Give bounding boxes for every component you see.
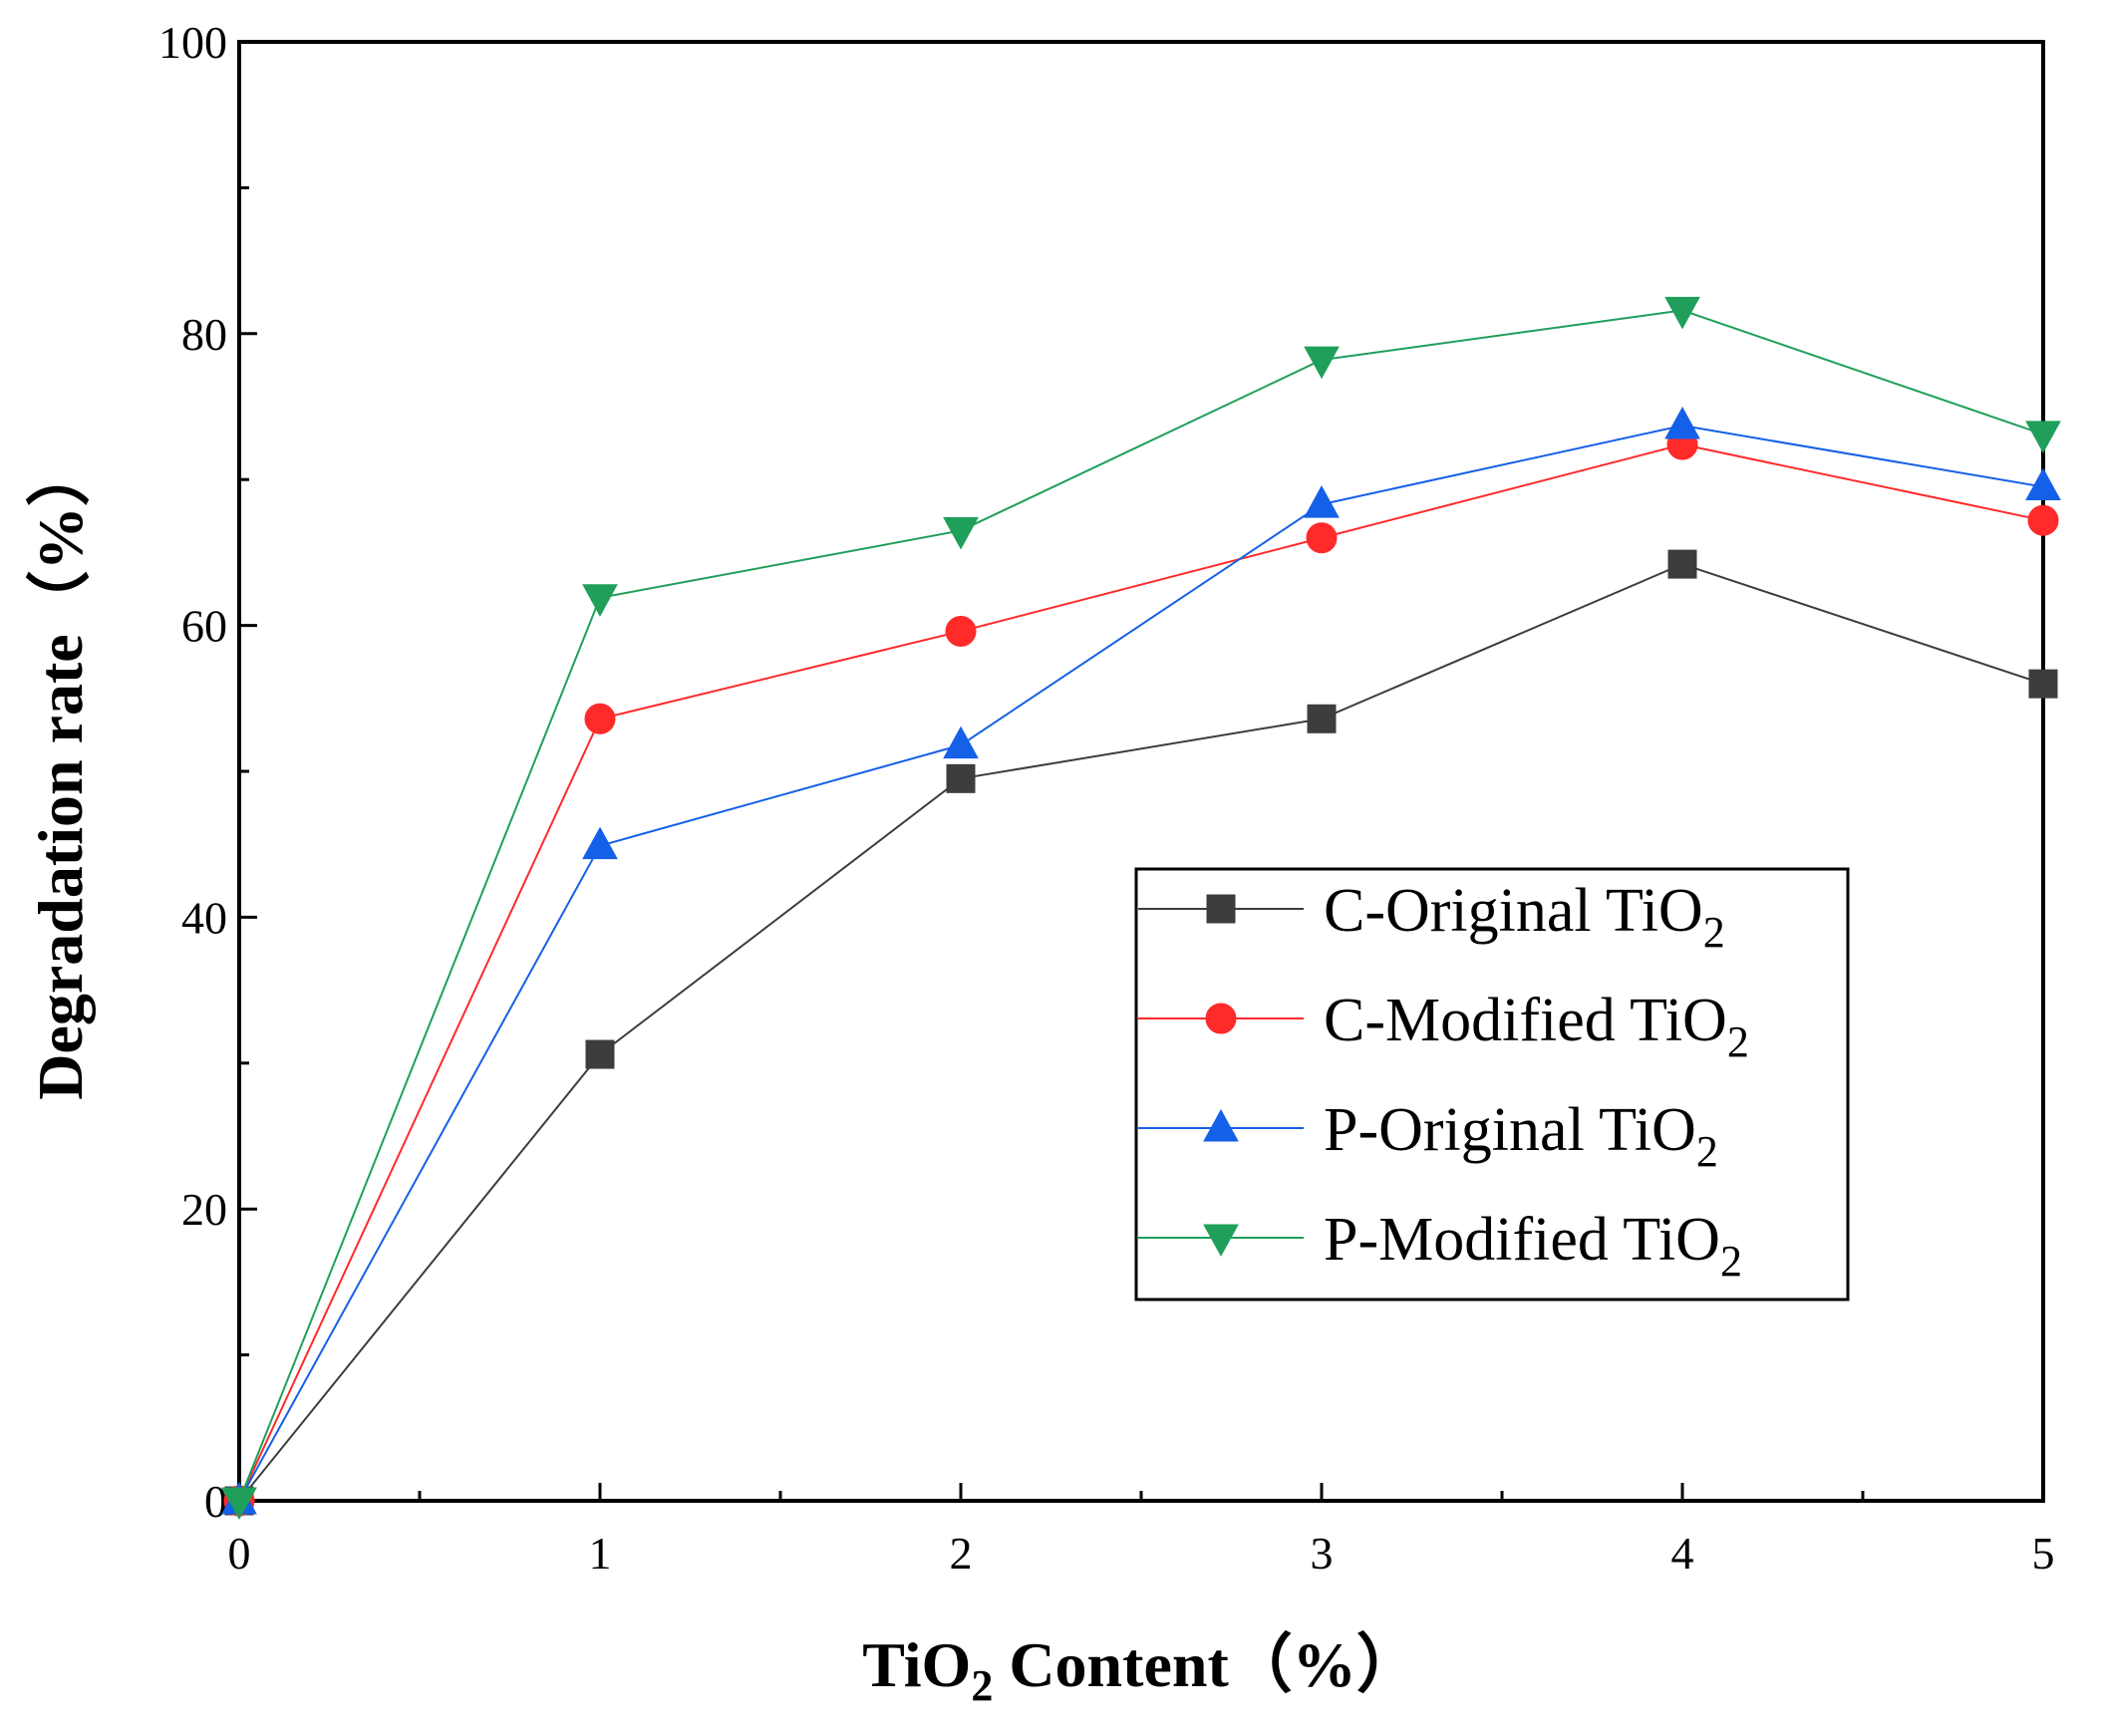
- data-point: [946, 763, 976, 793]
- x-tick-label: 0: [228, 1528, 251, 1579]
- legend-item: C-Modified TiO2: [1138, 987, 1749, 1066]
- series-line: [238, 563, 2044, 1502]
- y-tick-label: 80: [181, 309, 227, 360]
- y-axis-title: Degradation rate（%）: [25, 442, 96, 1099]
- data-point: [1304, 485, 1340, 518]
- legend-label: C-Modified TiO2: [1324, 987, 1749, 1066]
- x-tick-label: 2: [950, 1528, 973, 1579]
- y-tick-label: 100: [158, 17, 227, 68]
- data-point: [2027, 504, 2059, 536]
- y-tick-label: 40: [181, 892, 227, 943]
- data-point: [1304, 346, 1340, 380]
- data-point: [585, 1039, 615, 1069]
- legend-label: P-Modified TiO2: [1324, 1206, 1742, 1286]
- legend-label: C-Original TiO2: [1324, 877, 1725, 957]
- x-axis-title: TiO2 Content（%）: [862, 1629, 1420, 1710]
- series-layer: [221, 296, 2061, 1521]
- data-point: [2028, 669, 2058, 699]
- data-point: [943, 725, 979, 759]
- series-line: [238, 309, 2044, 1502]
- data-point: [584, 703, 616, 734]
- legend-label: P-Original TiO2: [1324, 1096, 1718, 1176]
- data-point: [945, 615, 977, 647]
- series-line: [238, 443, 2044, 1502]
- legend-marker: [1206, 894, 1236, 924]
- data-point: [1307, 704, 1337, 733]
- x-tick-label: 5: [2032, 1528, 2055, 1579]
- legend-item: P-Modified TiO2: [1138, 1206, 1742, 1286]
- data-point: [582, 584, 618, 617]
- y-tick-label: 0: [204, 1476, 227, 1527]
- legend-marker: [1203, 1108, 1239, 1142]
- legend: C-Original TiO2 C-Modified TiO2 P-Original…: [1134, 867, 1850, 1302]
- data-point: [943, 516, 979, 550]
- legend-item: C-Original TiO2: [1138, 877, 1725, 957]
- series-circle: [223, 429, 2059, 1517]
- data-point: [582, 826, 618, 860]
- x-tick-label: 4: [1671, 1528, 1694, 1579]
- series-line: [238, 425, 2044, 1502]
- legend-box: [1134, 867, 1850, 1302]
- x-tick-label: 1: [589, 1528, 612, 1579]
- legend-item: P-Original TiO2: [1138, 1096, 1718, 1176]
- data-point: [2025, 421, 2061, 453]
- legend-marker: [1203, 1224, 1239, 1258]
- axis-ticks: 0 1 2 3 4 5 0 20 40 60 80 100: [158, 17, 2055, 1579]
- series-triangle-down: [221, 296, 2061, 1521]
- data-point: [1306, 522, 1338, 554]
- data-point: [1667, 549, 1697, 579]
- y-tick-label: 20: [181, 1184, 227, 1235]
- data-point: [1664, 296, 1700, 330]
- y-tick-label: 60: [181, 601, 227, 652]
- data-point: [2025, 467, 2061, 501]
- legend-marker: [1205, 1003, 1237, 1034]
- data-point: [221, 1487, 257, 1521]
- x-tick-label: 3: [1311, 1528, 1334, 1579]
- data-point: [1664, 406, 1700, 439]
